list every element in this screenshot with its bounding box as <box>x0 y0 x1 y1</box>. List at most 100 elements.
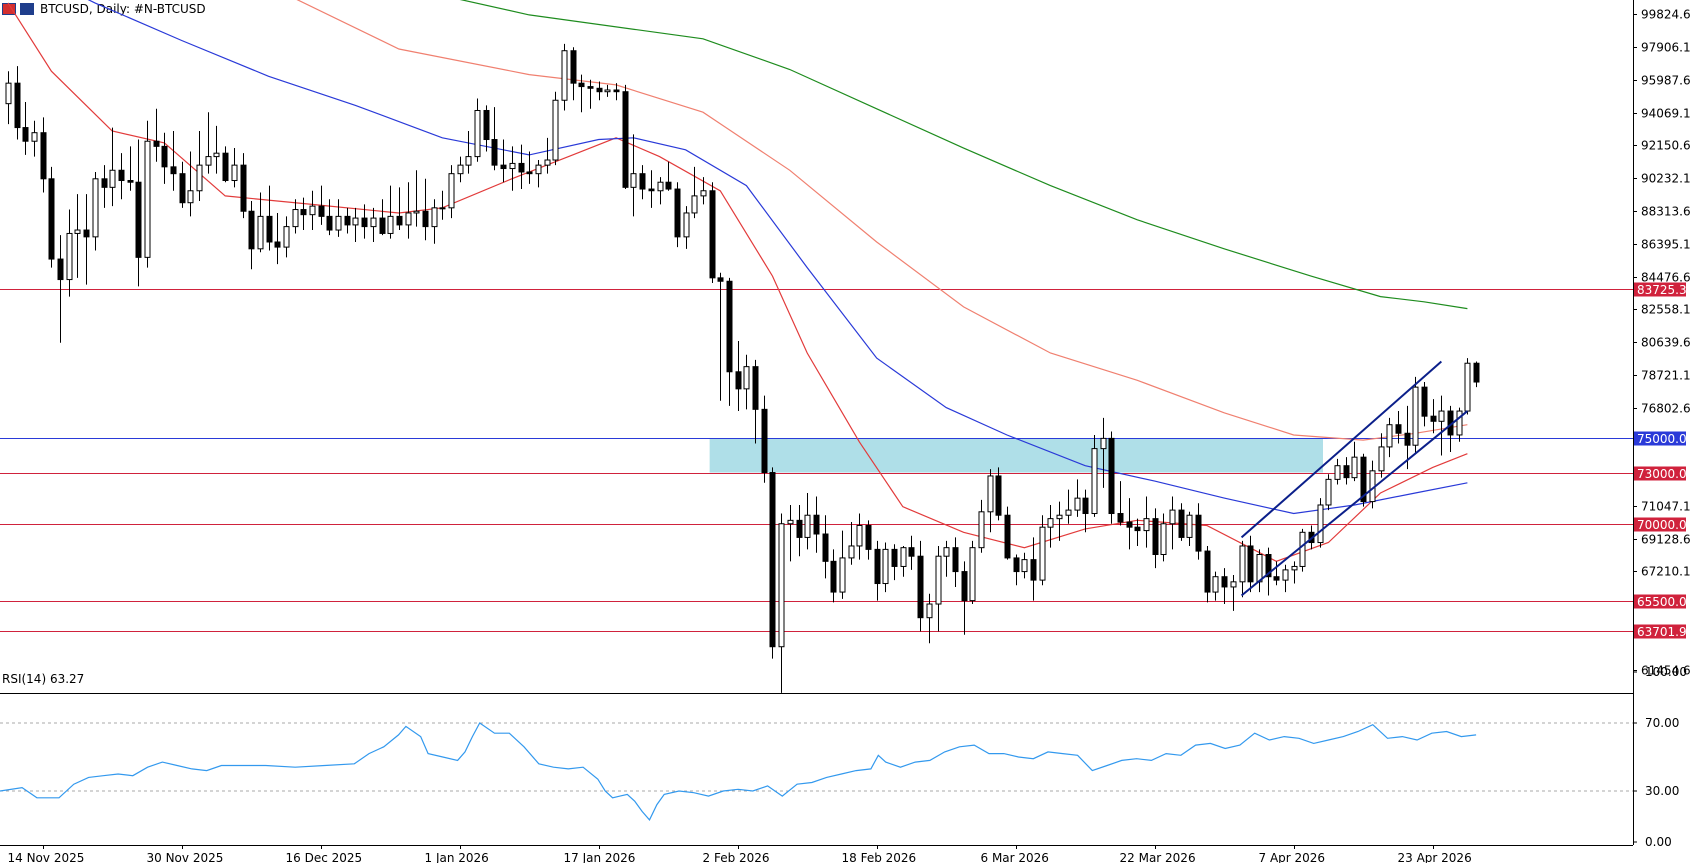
candle-body-110 <box>961 571 968 602</box>
candle-body-169 <box>1473 362 1480 383</box>
rsi-tick-label-2: 30.00 <box>1645 784 1679 798</box>
candle-body-132 <box>1152 518 1159 556</box>
candle-body-156 <box>1360 456 1367 503</box>
y-tick-label-6: 88313.6 <box>1641 205 1691 219</box>
candle-body-135 <box>1178 509 1185 538</box>
candle-body-108 <box>943 547 950 557</box>
rsi-label: RSI(14) 63.27 <box>2 672 84 686</box>
chart-title: BTCUSD, Daily: #N-BTCUSD <box>40 2 206 16</box>
candle-body-46 <box>405 212 412 226</box>
channel-line-upper[interactable] <box>1240 360 1443 539</box>
candle-body-129 <box>1126 521 1133 528</box>
candle-body-19 <box>170 166 177 175</box>
rsi-tick-label-3: 0.00 <box>1645 835 1672 849</box>
candle-body-158 <box>1378 446 1385 472</box>
candle-body-47 <box>413 210 420 214</box>
y-tick-label-13: 71047.1 <box>1641 500 1691 514</box>
candle-body-70 <box>613 89 620 93</box>
candle-body-137 <box>1195 514 1202 552</box>
candle-body-133 <box>1160 523 1167 556</box>
candle-body-155 <box>1351 456 1358 479</box>
support-zone <box>709 438 1323 473</box>
candle-body-71 <box>622 91 629 188</box>
candle-body-114 <box>995 475 1002 516</box>
candle-body-18 <box>161 145 168 168</box>
candle-body-167 <box>1456 410 1463 436</box>
channel-line-lower[interactable] <box>1240 410 1469 597</box>
candle-body-16 <box>144 140 151 258</box>
candle-body-113 <box>987 475 994 513</box>
candle-body-104 <box>908 547 915 557</box>
candle-body-69 <box>604 89 611 93</box>
candle-body-144 <box>1256 554 1263 583</box>
candle-body-131 <box>1143 518 1150 532</box>
candle-body-52 <box>457 164 464 175</box>
candle-body-116 <box>1013 557 1020 573</box>
candle-body-0 <box>5 82 12 105</box>
candle-body-154 <box>1343 465 1350 479</box>
candle-body-112 <box>978 511 985 549</box>
candle-body-40 <box>352 217 359 226</box>
candle-body-107 <box>935 555 942 605</box>
y-tick-label-8: 84476.6 <box>1641 271 1691 285</box>
chart-header: BTCUSD, Daily: #N-BTCUSD <box>2 2 206 16</box>
candle-body-34 <box>300 209 307 216</box>
candle-body-148 <box>1291 565 1298 571</box>
candle-body-138 <box>1204 550 1211 593</box>
candle-body-60 <box>526 171 533 175</box>
candle-body-79 <box>691 195 698 214</box>
y-tick-label-16: 61454.6 <box>1641 664 1691 678</box>
candle-body-83 <box>726 280 733 373</box>
rsi-tick-label-0: 100.00 <box>1645 665 1687 679</box>
candle-body-49 <box>431 207 438 228</box>
candle-body-2 <box>22 127 29 142</box>
ma-line-ema-20 <box>7 2 1468 562</box>
candle-body-106 <box>926 603 933 619</box>
candle-body-31 <box>274 241 281 248</box>
candle-body-80 <box>700 190 707 197</box>
y-tick-label-10: 80639.6 <box>1641 336 1691 350</box>
y-tick-label-1: 97906.1 <box>1641 41 1691 55</box>
candle-body-59 <box>518 162 525 173</box>
candle-body-7 <box>66 232 73 281</box>
level-label-0: 83725.3 <box>1637 283 1687 297</box>
y-tick-label-11: 78721.1 <box>1641 369 1691 383</box>
x-tick-label-6: 18 Feb 2026 <box>842 851 917 863</box>
candle-body-12 <box>109 169 116 188</box>
candle-body-45 <box>396 215 403 226</box>
candle-body-117 <box>1021 559 1028 573</box>
candle-body-147 <box>1282 569 1289 581</box>
candle-body-84 <box>735 371 742 390</box>
candle-body-22 <box>196 164 203 192</box>
candle-body-48 <box>422 210 429 228</box>
x-tick-label-8: 22 Mar 2026 <box>1120 851 1196 863</box>
level-label-3: 70000.0 <box>1637 518 1687 532</box>
candle-body-120 <box>1047 518 1054 528</box>
candle-body-96 <box>839 557 846 593</box>
candle-body-109 <box>952 547 959 573</box>
candle-body-15 <box>135 181 142 258</box>
candle-body-3 <box>31 132 38 142</box>
candle-body-9 <box>83 229 90 238</box>
candle-body-115 <box>1004 514 1011 559</box>
candle-body-63 <box>552 99 559 161</box>
candle-body-30 <box>266 215 273 243</box>
candle-body-57 <box>500 164 507 170</box>
candle-body-123 <box>1074 497 1081 511</box>
y-tick-label-0: 99824.6 <box>1641 8 1691 22</box>
candle-body-20 <box>179 173 186 204</box>
candle-body-140 <box>1221 576 1228 588</box>
candle-body-6 <box>57 258 64 281</box>
candle-body-32 <box>283 226 290 248</box>
candle-body-162 <box>1412 386 1419 446</box>
chart-symbol-icon[interactable] <box>20 3 34 15</box>
candle-body-43 <box>379 217 386 234</box>
x-tick-label-9: 7 Apr 2026 <box>1259 851 1326 863</box>
candle-body-38 <box>335 215 342 231</box>
candle-body-105 <box>917 555 924 619</box>
level-label-4: 65500.0 <box>1637 595 1687 609</box>
candle-body-66 <box>578 82 585 88</box>
candle-body-121 <box>1056 514 1063 520</box>
candle-body-14 <box>127 180 134 183</box>
